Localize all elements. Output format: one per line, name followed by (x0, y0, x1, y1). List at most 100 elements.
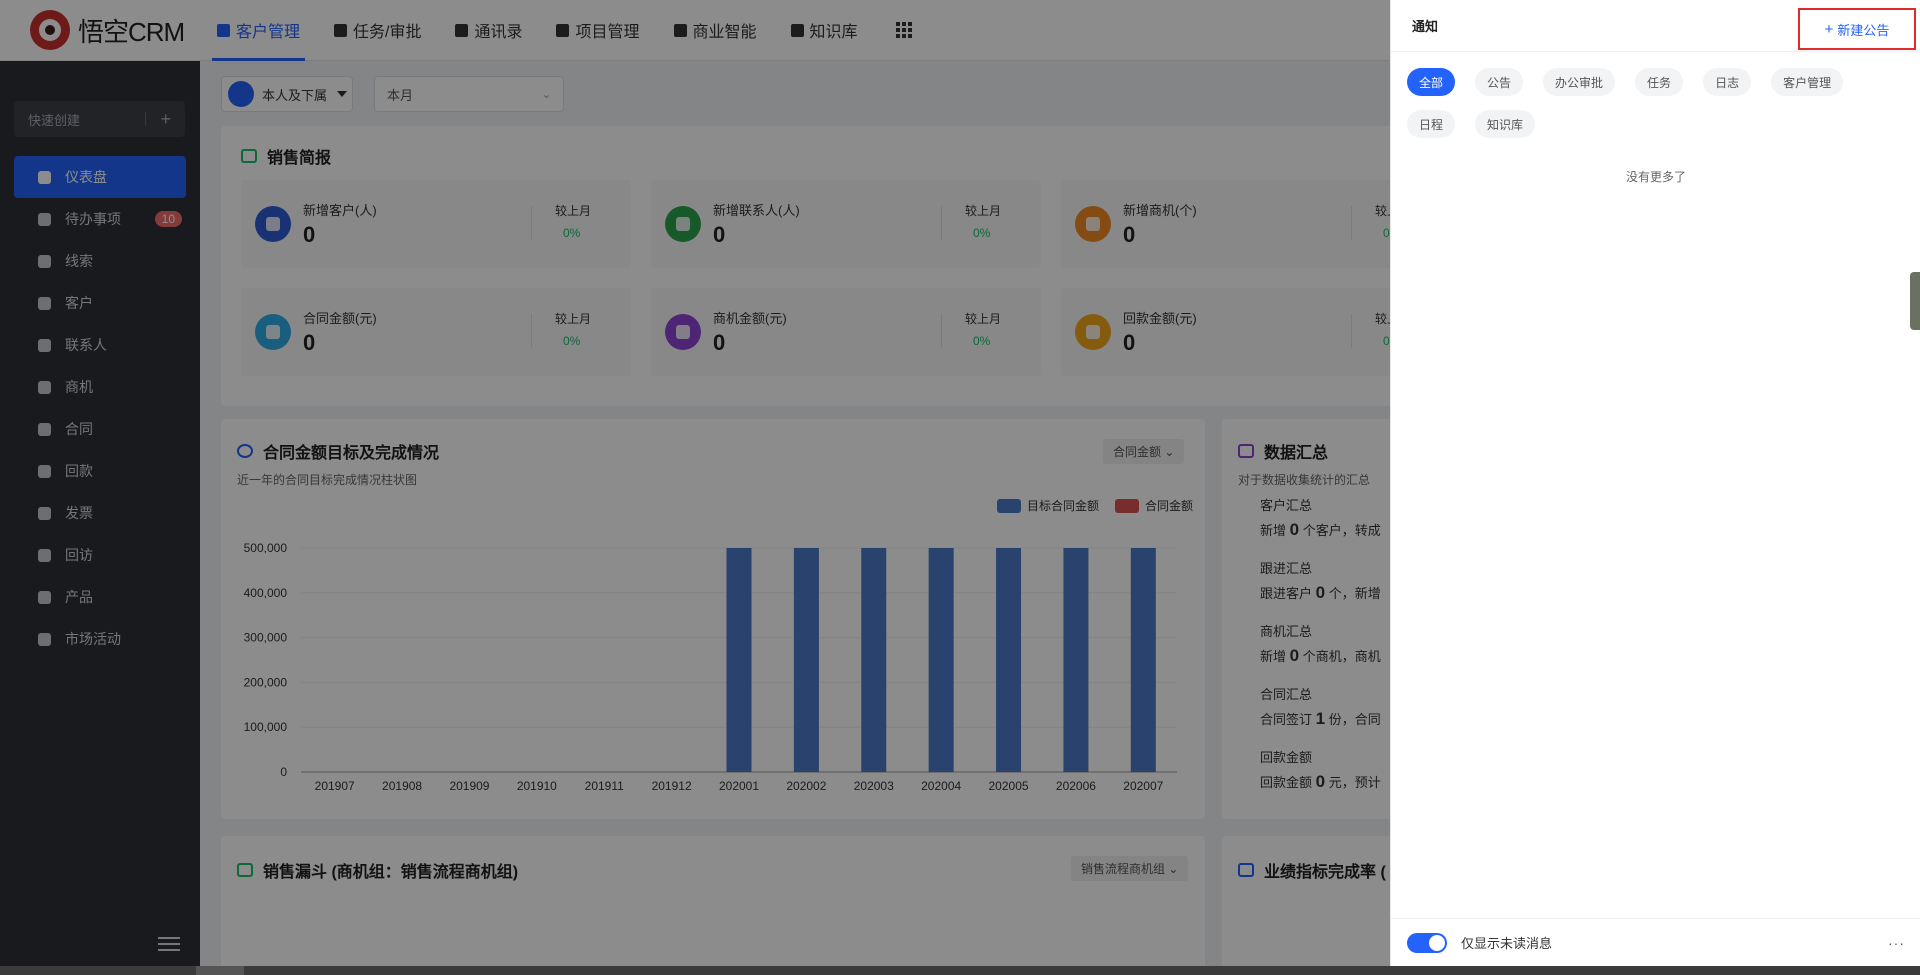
sidebar-item-opportunities[interactable]: 商机 (14, 366, 186, 408)
sidebar-item-invoices[interactable]: 发票 (14, 492, 186, 534)
nav-tasks-approval[interactable]: 任务/审批 (317, 0, 438, 61)
sidebar-item-label: 回访 (65, 547, 93, 563)
side-drag-handle[interactable] (1910, 272, 1920, 330)
sidebar-menu: 仪表盘 待办事项 10 线索 客户 联系人 商机 合同 回款 发票 回访 产品 市… (0, 156, 200, 660)
performance-title: 业绩指标完成率 ( (1238, 858, 1386, 882)
drawer-title: 通知 (1412, 19, 1439, 34)
contract-target-title-text: 合同金额目标及完成情况 (263, 445, 440, 462)
taskbar-item[interactable] (196, 966, 244, 975)
summary-number: 0 (1315, 583, 1326, 602)
summary-heading: 合同汇总 (1260, 687, 1313, 702)
bar-202001-0[interactable] (726, 548, 752, 772)
nav-customer-management[interactable]: 客户管理 (200, 0, 317, 61)
chevron-down-icon: ⌄ (1168, 862, 1179, 876)
nav-address-book[interactable]: 通讯录 (438, 0, 539, 61)
drawer-footer: 仅显示未读消息 ··· (1391, 918, 1920, 966)
caret-down-icon (337, 91, 348, 97)
stat-percent: 0% (563, 334, 581, 348)
x-tick-label: 202002 (786, 779, 826, 793)
bar-202002-0[interactable] (793, 548, 819, 772)
nav-project-management[interactable]: 项目管理 (539, 0, 656, 61)
sales-brief-title-text: 销售简报 (267, 150, 332, 167)
sidebar-item-dashboard[interactable]: 仪表盘 (14, 156, 186, 198)
sidebar-item-contracts[interactable]: 合同 (14, 408, 186, 450)
sidebar-item-products[interactable]: 产品 (14, 576, 186, 618)
stat-opportunity-amount[interactable]: 商机金额(元) 0 较上月 0% (651, 288, 1041, 376)
monkey-logo-icon (30, 10, 70, 50)
chip-task[interactable]: 任务 (1635, 68, 1684, 96)
quick-create-button[interactable]: 快速创建 + (14, 101, 185, 137)
sales-brief-title: 销售简报 (241, 144, 331, 168)
summary-followups[interactable]: 跟进汇总 跟进客户 0 个，新增 (1260, 558, 1381, 603)
sidebar-item-payments[interactable]: 回款 (14, 450, 186, 492)
summary-heading: 商机汇总 (1260, 624, 1313, 639)
chip-log[interactable]: 日志 (1703, 68, 1752, 96)
chip-office-approval[interactable]: 办公审批 (1543, 68, 1616, 96)
summary-payments[interactable]: 回款金额 回款金额 0 元，预计 (1260, 747, 1381, 792)
period-select[interactable]: 本月 ⌄ (374, 76, 564, 112)
bar-202005-0[interactable] (996, 548, 1022, 772)
more-options-icon[interactable]: ··· (1888, 934, 1905, 951)
summary-customers[interactable]: 客户汇总 新增 0 个客户，转成 (1260, 495, 1381, 540)
dollar-icon (1075, 206, 1111, 242)
sidebar-item-label: 市场活动 (65, 631, 121, 647)
sidebar-item-revisits[interactable]: 回访 (14, 534, 186, 576)
sidebar-item-customers[interactable]: 客户 (14, 282, 186, 324)
bar-202006-0[interactable] (1063, 548, 1089, 772)
summary-opportunities[interactable]: 商机汇总 新增 0 个商机，商机 (1260, 621, 1381, 666)
contract-metric-dropdown[interactable]: 合同金额 ⌄ (1103, 439, 1185, 464)
chip-all[interactable]: 全部 (1407, 68, 1456, 96)
phonebook-icon (455, 23, 469, 37)
sidebar-item-label: 待办事项 (65, 211, 121, 227)
project-icon (556, 23, 570, 37)
leads-icon (38, 254, 51, 268)
chip-schedule[interactable]: 日程 (1407, 110, 1456, 138)
sidebar-item-todo[interactable]: 待办事项 10 (14, 198, 186, 240)
stat-percent: 0% (973, 334, 991, 348)
todo-count-badge: 10 (154, 211, 182, 227)
stat-contract-amount[interactable]: 合同金额(元) 0 较上月 0% (241, 288, 631, 376)
divider (531, 314, 532, 348)
apps-grid-button[interactable] (875, 0, 929, 61)
bar-202004-0[interactable] (928, 548, 954, 772)
legend-swatch-actual[interactable] (1115, 498, 1140, 513)
data-summary-title-text: 数据汇总 (1264, 445, 1329, 462)
nav-knowledge-base[interactable]: 知识库 (774, 0, 875, 61)
summary-number: 0 (1289, 520, 1300, 539)
quick-create-label: 快速创建 (28, 112, 81, 128)
stat-value: 0 (303, 222, 316, 247)
sidebar-item-contacts[interactable]: 联系人 (14, 324, 186, 366)
summary-contracts[interactable]: 合同汇总 合同签订 1 份，合同 (1260, 684, 1381, 729)
modal-overlay[interactable] (0, 0, 1390, 975)
collapse-sidebar-icon[interactable] (158, 937, 180, 951)
empty-state-text: 没有更多了 (1625, 170, 1686, 184)
summary-heading: 客户汇总 (1260, 498, 1313, 513)
nav-label: 任务/审批 (353, 24, 422, 41)
divider (1351, 206, 1352, 240)
bar-202007-0[interactable] (1130, 548, 1156, 772)
sidebar-item-leads[interactable]: 线索 (14, 240, 186, 282)
shield-money-icon (665, 314, 701, 350)
stat-label: 商机金额(元) (713, 311, 787, 326)
unread-only-toggle[interactable] (1407, 932, 1447, 953)
chip-customer-management[interactable]: 客户管理 (1771, 68, 1844, 96)
stat-new-customers[interactable]: 新增客户(人) 0 较上月 0% (241, 180, 631, 268)
app-logo[interactable]: 悟空CRM (0, 0, 200, 61)
chip-knowledge-base[interactable]: 知识库 (1475, 110, 1536, 138)
contact-icon (38, 338, 51, 352)
funnel-group-dropdown[interactable]: 销售流程商机组 ⌄ (1071, 856, 1189, 881)
chevron-down-icon: ⌄ (541, 88, 551, 101)
stat-new-opportunities[interactable]: 新增商机(个) 0 较上月 0% (1061, 180, 1451, 268)
chip-announcement[interactable]: 公告 (1475, 68, 1524, 96)
legend-swatch-target[interactable] (997, 498, 1021, 513)
new-announcement-button[interactable]: + 新建公告 (1798, 8, 1916, 50)
stat-new-contacts[interactable]: 新增联系人(人) 0 较上月 0% (651, 180, 1041, 268)
divider (941, 206, 942, 240)
scope-select[interactable]: 本人及下属 (221, 76, 353, 112)
nav-business-intelligence[interactable]: 商业智能 (657, 0, 774, 61)
users-icon (228, 81, 254, 107)
y-tick-label: 300,000 (244, 631, 288, 645)
bar-202003-0[interactable] (861, 548, 887, 772)
sidebar-item-marketing[interactable]: 市场活动 (14, 618, 186, 660)
trend-chart-icon (1238, 863, 1254, 877)
